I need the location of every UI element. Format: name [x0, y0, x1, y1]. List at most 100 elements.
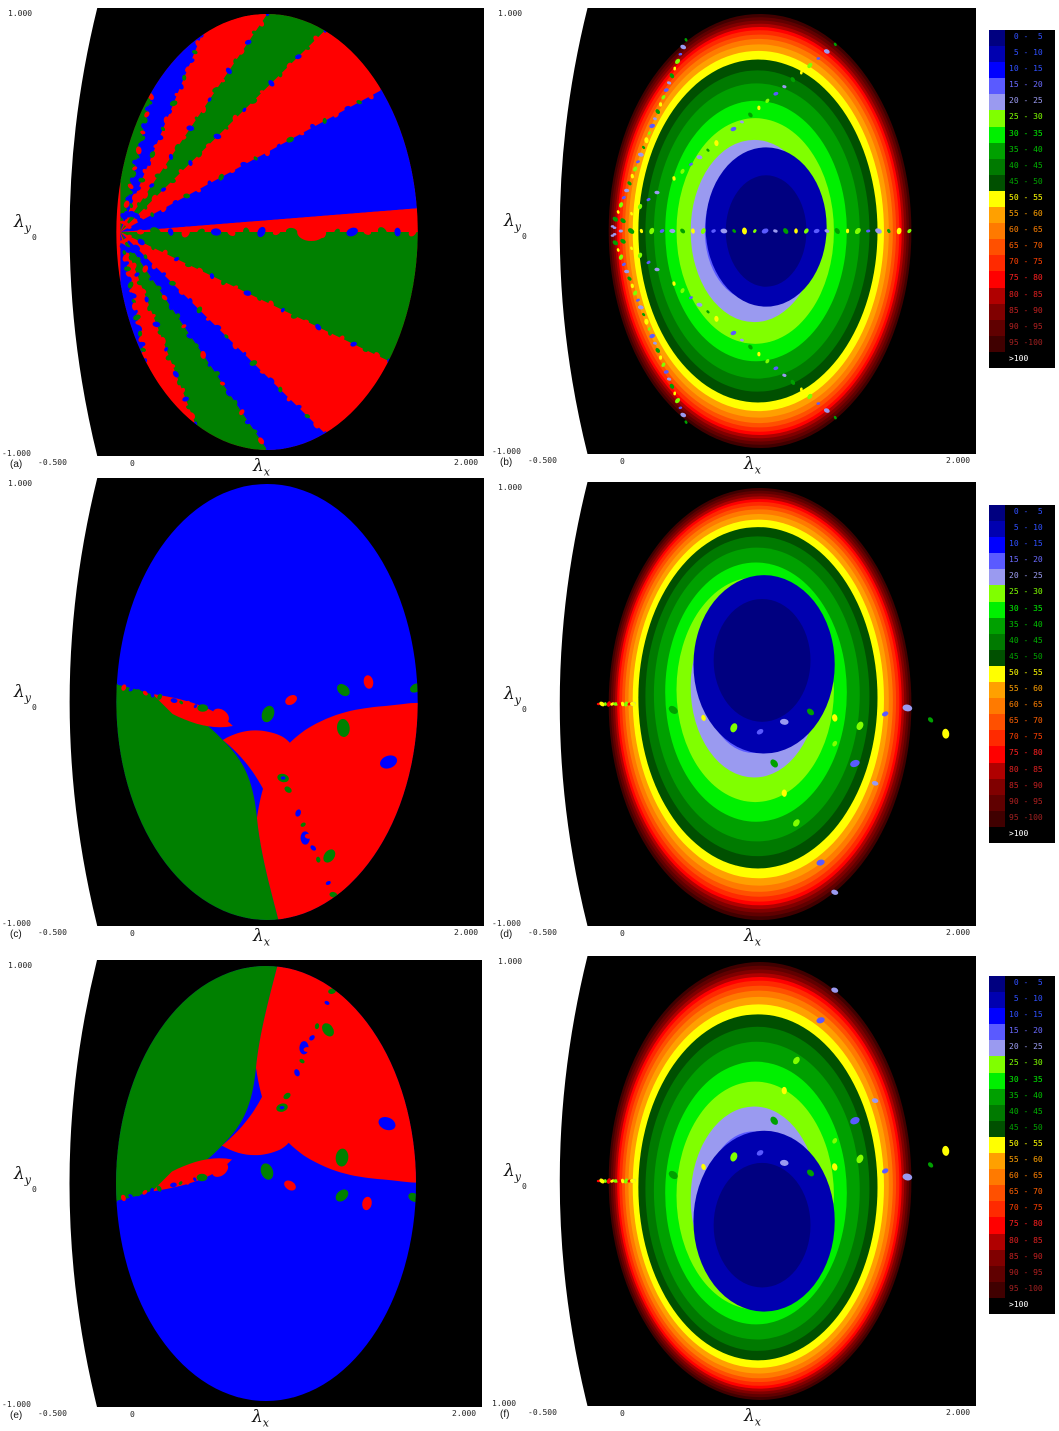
plot-area — [532, 956, 976, 1406]
legend-entry: 65 - 70 — [989, 714, 1055, 731]
basin-boundary-2 — [123, 14, 270, 226]
legend-swatch — [989, 1233, 1005, 1250]
legend-label: 5 - 10 — [1009, 48, 1043, 58]
iteration-map — [532, 956, 976, 1406]
legend-swatch — [989, 1265, 1005, 1282]
legend-entry: 85 - 90 — [989, 303, 1055, 320]
y-tick-top: 1.000 — [8, 479, 33, 488]
y-tick-top: 1.000 — [498, 9, 523, 18]
iteration-legend: 0 - 5 5 - 10 10 - 15 15 - 20 20 - 25 25 - 30… — [989, 30, 1055, 368]
legend-swatch — [989, 158, 1005, 175]
legend-entry: 5 - 10 — [989, 992, 1055, 1009]
y-tick-zero: 0 — [522, 705, 527, 714]
x-axis-label: λx — [744, 1406, 761, 1429]
legend-entry: 20 - 25 — [989, 1040, 1055, 1057]
legend-label: 10 - 15 — [1009, 539, 1043, 549]
x-tick-zero: 0 — [620, 929, 625, 938]
legend-swatch — [989, 94, 1005, 111]
legend-entry: 15 - 20 — [989, 553, 1055, 570]
legend-label: 55 - 60 — [1009, 1155, 1043, 1165]
y-tick-top: 1.000 — [8, 9, 33, 18]
legend-swatch — [989, 1185, 1005, 1202]
x-tick-max: 2.000 — [946, 928, 971, 937]
legend-entry: 95 -100 — [989, 1281, 1055, 1298]
legend-swatch — [989, 569, 1005, 586]
legend-swatch — [989, 810, 1005, 827]
legend-swatch — [989, 287, 1005, 304]
legend-entry: 45 - 50 — [989, 174, 1055, 191]
legend-label: 0 - 5 — [1009, 32, 1043, 41]
legend-swatch — [989, 601, 1005, 618]
panel-e: 1.000 0 -1.000 -0.500 0 2.000 λx λy (e) — [0, 960, 492, 1431]
basin-boundary-lower — [280, 776, 347, 920]
legend-entry: 65 - 70 — [989, 1185, 1055, 1202]
x-axis-label: λx — [744, 926, 761, 949]
y-tick-zero: 0 — [522, 232, 527, 241]
legend-entry: 75 - 80 — [989, 271, 1055, 288]
legend-label: 60 - 65 — [1009, 1171, 1043, 1181]
iteration-legend: 0 - 5 5 - 10 10 - 15 15 - 20 20 - 25 25 - 30… — [989, 505, 1055, 843]
legend-swatch — [989, 142, 1005, 159]
legend-swatch — [989, 255, 1005, 272]
legend-entry: 95 -100 — [989, 810, 1055, 827]
basin-boundary-0 — [120, 87, 155, 224]
y-tick-bottom: -1.000 — [2, 1400, 31, 1409]
iter-boundary-2 — [612, 232, 837, 420]
legend-label: 85 - 90 — [1009, 305, 1043, 315]
legend-swatch — [989, 351, 1005, 368]
legend-swatch — [989, 746, 1005, 763]
legend-swatch — [989, 992, 1005, 1009]
basin-boundary-spine — [116, 1174, 206, 1202]
legend-label: 85 - 90 — [1009, 1251, 1043, 1261]
legend-entry: 10 - 15 — [989, 62, 1055, 79]
legend-entry: 50 - 55 — [989, 190, 1055, 208]
plot-area — [532, 482, 976, 926]
plot-area — [42, 478, 484, 926]
x-axis-label: λx — [253, 456, 270, 479]
legend-entry: 75 - 80 — [989, 1217, 1055, 1234]
legend-entry: 55 - 60 — [989, 1153, 1055, 1170]
legend-swatch — [989, 1281, 1005, 1298]
legend-swatch — [989, 62, 1005, 79]
legend-swatch — [989, 762, 1005, 779]
legend-swatch — [989, 778, 1005, 795]
legend-entry: 40 - 45 — [989, 158, 1055, 175]
legend-entry: 0 - 5 — [989, 976, 1055, 993]
legend-entry: 60 - 65 — [989, 698, 1055, 715]
legend-label: 30 - 35 — [1009, 128, 1043, 138]
legend-swatch — [989, 521, 1005, 538]
legend-label: >100 — [1009, 828, 1029, 838]
legend-entry: 60 - 65 — [989, 223, 1055, 240]
y-axis-label: λy — [14, 1163, 31, 1186]
legend-label: 40 - 45 — [1009, 160, 1043, 170]
legend-entry: 45 - 50 — [989, 1120, 1055, 1137]
legend-label: 10 - 15 — [1009, 1010, 1043, 1020]
legend-entry: 10 - 15 — [989, 1008, 1055, 1025]
legend-swatch — [989, 1136, 1005, 1154]
legend-entry: 35 - 40 — [989, 142, 1055, 159]
legend-label: 55 - 60 — [1009, 684, 1043, 694]
y-tick-zero: 0 — [32, 233, 37, 242]
legend-label: 60 - 65 — [1009, 700, 1043, 710]
outer-region — [42, 8, 98, 456]
legend-swatch — [989, 1201, 1005, 1218]
x-tick-min: -0.500 — [38, 458, 67, 467]
legend-swatch — [989, 698, 1005, 715]
legend-label: 70 - 75 — [1009, 257, 1043, 267]
legend-swatch — [989, 335, 1005, 352]
panel-label: (b) — [500, 457, 513, 468]
legend-label: >100 — [1009, 353, 1029, 363]
legend-entry: 50 - 55 — [989, 1136, 1055, 1154]
legend-entry: 80 - 85 — [989, 287, 1055, 304]
y-tick-bottom: -1.000 — [492, 919, 521, 928]
legend-swatch — [989, 826, 1005, 843]
legend-entry: 85 - 90 — [989, 778, 1055, 795]
x-tick-zero: 0 — [620, 1409, 625, 1418]
x-tick-zero: 0 — [620, 457, 625, 466]
basin-boundary-1 — [121, 32, 204, 225]
legend-entry: 15 - 20 — [989, 1024, 1055, 1041]
legend-label: 50 - 55 — [1009, 192, 1043, 202]
legend-swatch — [989, 976, 1005, 993]
legend-label: 70 - 75 — [1009, 1203, 1043, 1213]
panel-d: 1.000 0 -1.000 -0.500 0 2.000 λx λy (d) — [492, 482, 986, 950]
